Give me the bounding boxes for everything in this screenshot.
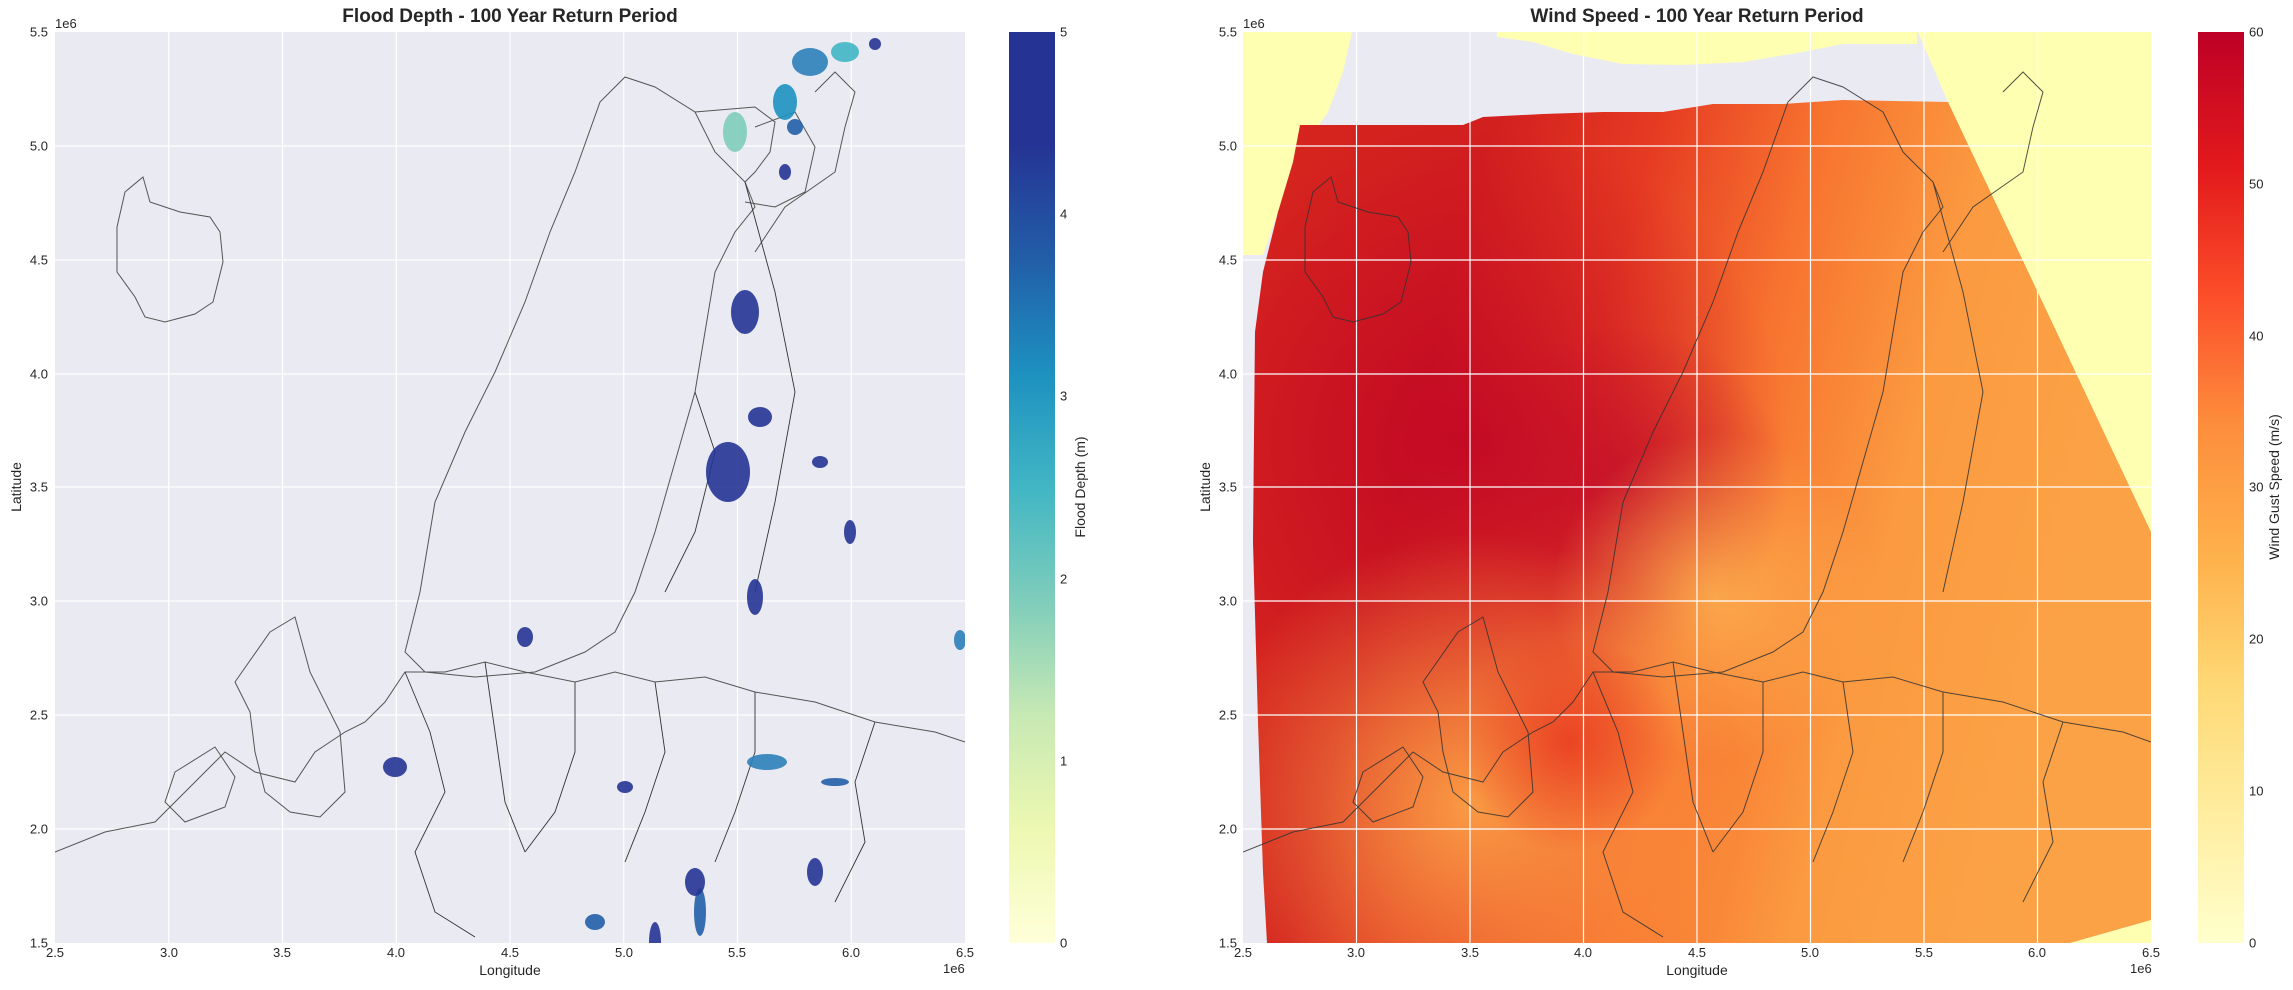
x-tick: 3.5 — [272, 945, 292, 960]
y-tick: 3.5 — [29, 479, 48, 495]
flood-colorbar — [1009, 32, 1055, 943]
wind-colorbar — [2198, 32, 2244, 943]
x-tick: 5.0 — [614, 945, 634, 960]
x-tick: 6.5 — [2141, 945, 2161, 960]
wind-x-offset-label: 1e6 — [2130, 961, 2152, 976]
x-tick: 3.0 — [159, 945, 179, 960]
y-tick: 4.0 — [1218, 366, 1237, 382]
colorbar-tick: 3 — [1060, 388, 1068, 404]
flood-x-offset-label: 1e6 — [943, 961, 965, 976]
x-tick: 4.5 — [500, 945, 520, 960]
colorbar-tick: 0 — [2249, 935, 2257, 951]
x-tick: 2.5 — [1233, 945, 1253, 960]
x-tick: 5.5 — [727, 945, 747, 960]
x-tick: 4.0 — [1573, 945, 1593, 960]
y-tick: 5.5 — [29, 24, 48, 40]
y-tick: 4.5 — [1218, 252, 1237, 268]
wind-speed-panel: Wind Speed - 100 Year Return Period 1e6 … — [1146, 0, 2293, 990]
wind-field — [1253, 100, 2151, 943]
y-tick: 2.5 — [29, 707, 48, 723]
x-tick: 5.5 — [1914, 945, 1934, 960]
colorbar-tick: 20 — [2249, 631, 2264, 647]
colorbar-tick: 40 — [2249, 328, 2264, 344]
flood-map-axes — [55, 32, 965, 943]
x-tick: 4.0 — [386, 945, 406, 960]
colorbar-tick: 0 — [1060, 935, 1068, 951]
colorbar-tick: 4 — [1060, 206, 1068, 222]
y-tick: 4.5 — [29, 252, 48, 268]
y-tick: 5.0 — [1218, 138, 1237, 154]
x-tick: 2.5 — [45, 945, 65, 960]
coastlines — [1243, 71, 2151, 938]
colorbar-tick: 5 — [1060, 24, 1068, 40]
colorbar-tick: 1 — [1060, 753, 1068, 769]
y-tick: 3.0 — [1218, 593, 1237, 609]
x-tick: 6.5 — [955, 945, 975, 960]
y-tick: 3.5 — [1218, 479, 1237, 495]
y-tick: 2.0 — [1218, 821, 1237, 837]
colorbar-tick: 30 — [2249, 479, 2264, 495]
x-tick: 4.5 — [1687, 945, 1707, 960]
flood-y-axis-label: Latitude — [8, 462, 24, 512]
colorbar-tick: 2 — [1060, 571, 1068, 587]
wind-y-offset-label: 1e6 — [1243, 16, 1265, 31]
flood-extent-patches — [383, 38, 965, 943]
colorbar-tick: 10 — [2249, 783, 2264, 799]
flood-y-offset-label: 1e6 — [55, 16, 77, 31]
colorbar-tick: 50 — [2249, 176, 2264, 192]
y-tick: 2.5 — [1218, 707, 1237, 723]
x-tick: 5.0 — [1800, 945, 1820, 960]
y-tick: 1.5 — [29, 935, 48, 951]
y-tick: 3.0 — [29, 593, 48, 609]
wind-colorbar-label: Wind Gust Speed (m/s) — [2266, 414, 2282, 560]
x-tick: 3.5 — [1460, 945, 1480, 960]
wind-y-axis-label: Latitude — [1197, 462, 1213, 512]
x-tick: 6.0 — [2027, 945, 2047, 960]
wind-map-axes — [1243, 32, 2151, 943]
flood-colorbar-label: Flood Depth (m) — [1072, 436, 1088, 538]
wind-x-axis-label: Longitude — [1666, 962, 1728, 978]
colorbar-tick: 60 — [2249, 24, 2264, 40]
wind-map-plot — [1243, 32, 2151, 943]
y-tick: 5.5 — [1218, 24, 1237, 40]
flood-chart-title: Flood Depth - 100 Year Return Period — [342, 6, 678, 27]
country-borders — [404, 181, 876, 938]
flood-depth-panel: Flood Depth - 100 Year Return Period 1e6… — [0, 0, 1146, 990]
wind-chart-title: Wind Speed - 100 Year Return Period — [1530, 6, 1864, 27]
x-tick: 6.0 — [841, 945, 861, 960]
flood-map-plot — [55, 32, 965, 943]
y-tick: 5.0 — [29, 138, 48, 154]
grid-lines — [55, 32, 965, 943]
x-tick: 3.0 — [1346, 945, 1366, 960]
outside-domain-yellow — [1243, 32, 2151, 943]
flood-x-axis-label: Longitude — [479, 962, 541, 978]
y-tick: 2.0 — [29, 821, 48, 837]
y-tick: 4.0 — [29, 366, 48, 382]
y-tick: 1.5 — [1218, 935, 1237, 951]
coastlines — [55, 71, 965, 853]
